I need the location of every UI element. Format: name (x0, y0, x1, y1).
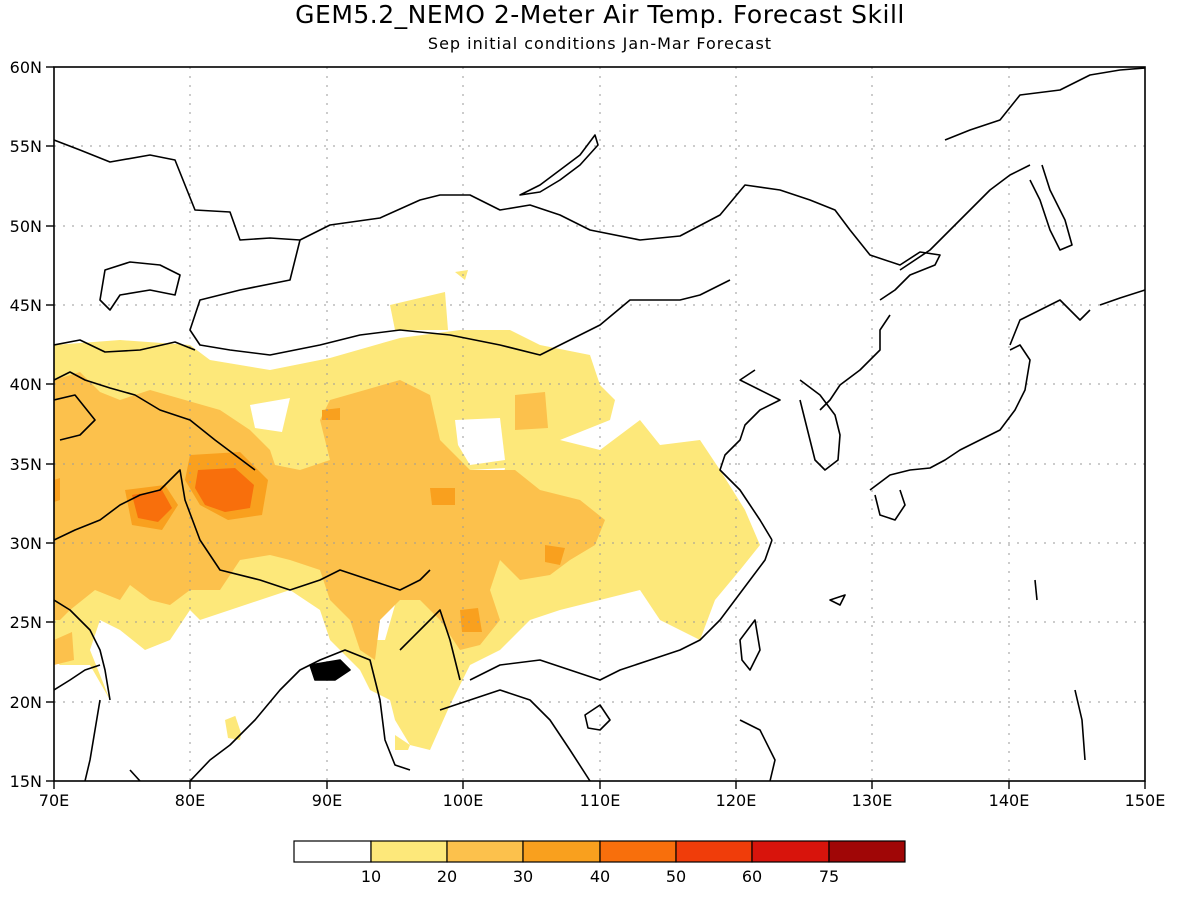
colorbar-swatch (828, 840, 906, 863)
map-title: GEM5.2_NEMO 2-Meter Air Temp. Forecast S… (295, 0, 905, 29)
colorbar-label: 50 (666, 867, 686, 886)
lat-label: 20N (10, 693, 42, 712)
latitude-labels: 15N 20N 25N 30N 35N 40N 45N 50N 55N 60N (10, 58, 42, 791)
colorbar-swatch (446, 840, 524, 863)
colorbar: 10 20 30 40 50 60 75 (293, 840, 906, 886)
lat-label: 30N (10, 534, 42, 553)
lat-label: 25N (10, 613, 42, 632)
colorbar-swatch (370, 840, 448, 863)
colorbar-swatch (751, 840, 830, 863)
colorbar-label: 30 (513, 867, 533, 886)
colorbar-swatch (599, 840, 677, 863)
colorbar-swatch (522, 840, 601, 863)
lon-label: 70E (39, 791, 69, 810)
colorbar-swatch (675, 840, 753, 863)
lon-label: 90E (312, 791, 342, 810)
lon-label: 80E (175, 791, 205, 810)
colorbar-label: 20 (437, 867, 457, 886)
lon-label: 140E (989, 791, 1030, 810)
colorbar-label: 10 (361, 867, 381, 886)
lon-label: 150E (1125, 791, 1166, 810)
colorbar-swatch (293, 840, 372, 863)
skill-shading (54, 270, 760, 760)
lat-label: 35N (10, 455, 42, 474)
colorbar-label: 60 (742, 867, 762, 886)
lat-label: 45N (10, 296, 42, 315)
lat-label: 55N (10, 137, 42, 156)
colorbar-label: 40 (590, 867, 610, 886)
lon-label: 130E (852, 791, 893, 810)
lon-label: 100E (443, 791, 484, 810)
lat-label: 15N (10, 772, 42, 791)
colorbar-label: 75 (819, 867, 839, 886)
axis-ticks (46, 66, 1146, 789)
skill-band-20-30 (54, 372, 605, 665)
lat-label: 60N (10, 58, 42, 77)
lat-label: 50N (10, 217, 42, 236)
coastlines-borders (54, 67, 1145, 781)
lat-label: 40N (10, 375, 42, 394)
skill-band-40-50 (132, 468, 254, 522)
map-subtitle: Sep initial conditions Jan-Mar Forecast (427, 34, 773, 53)
lon-label: 110E (580, 791, 621, 810)
lon-label: 120E (716, 791, 757, 810)
longitude-labels: 70E 80E 90E 100E 110E 120E 130E 140E 150… (39, 791, 1166, 810)
